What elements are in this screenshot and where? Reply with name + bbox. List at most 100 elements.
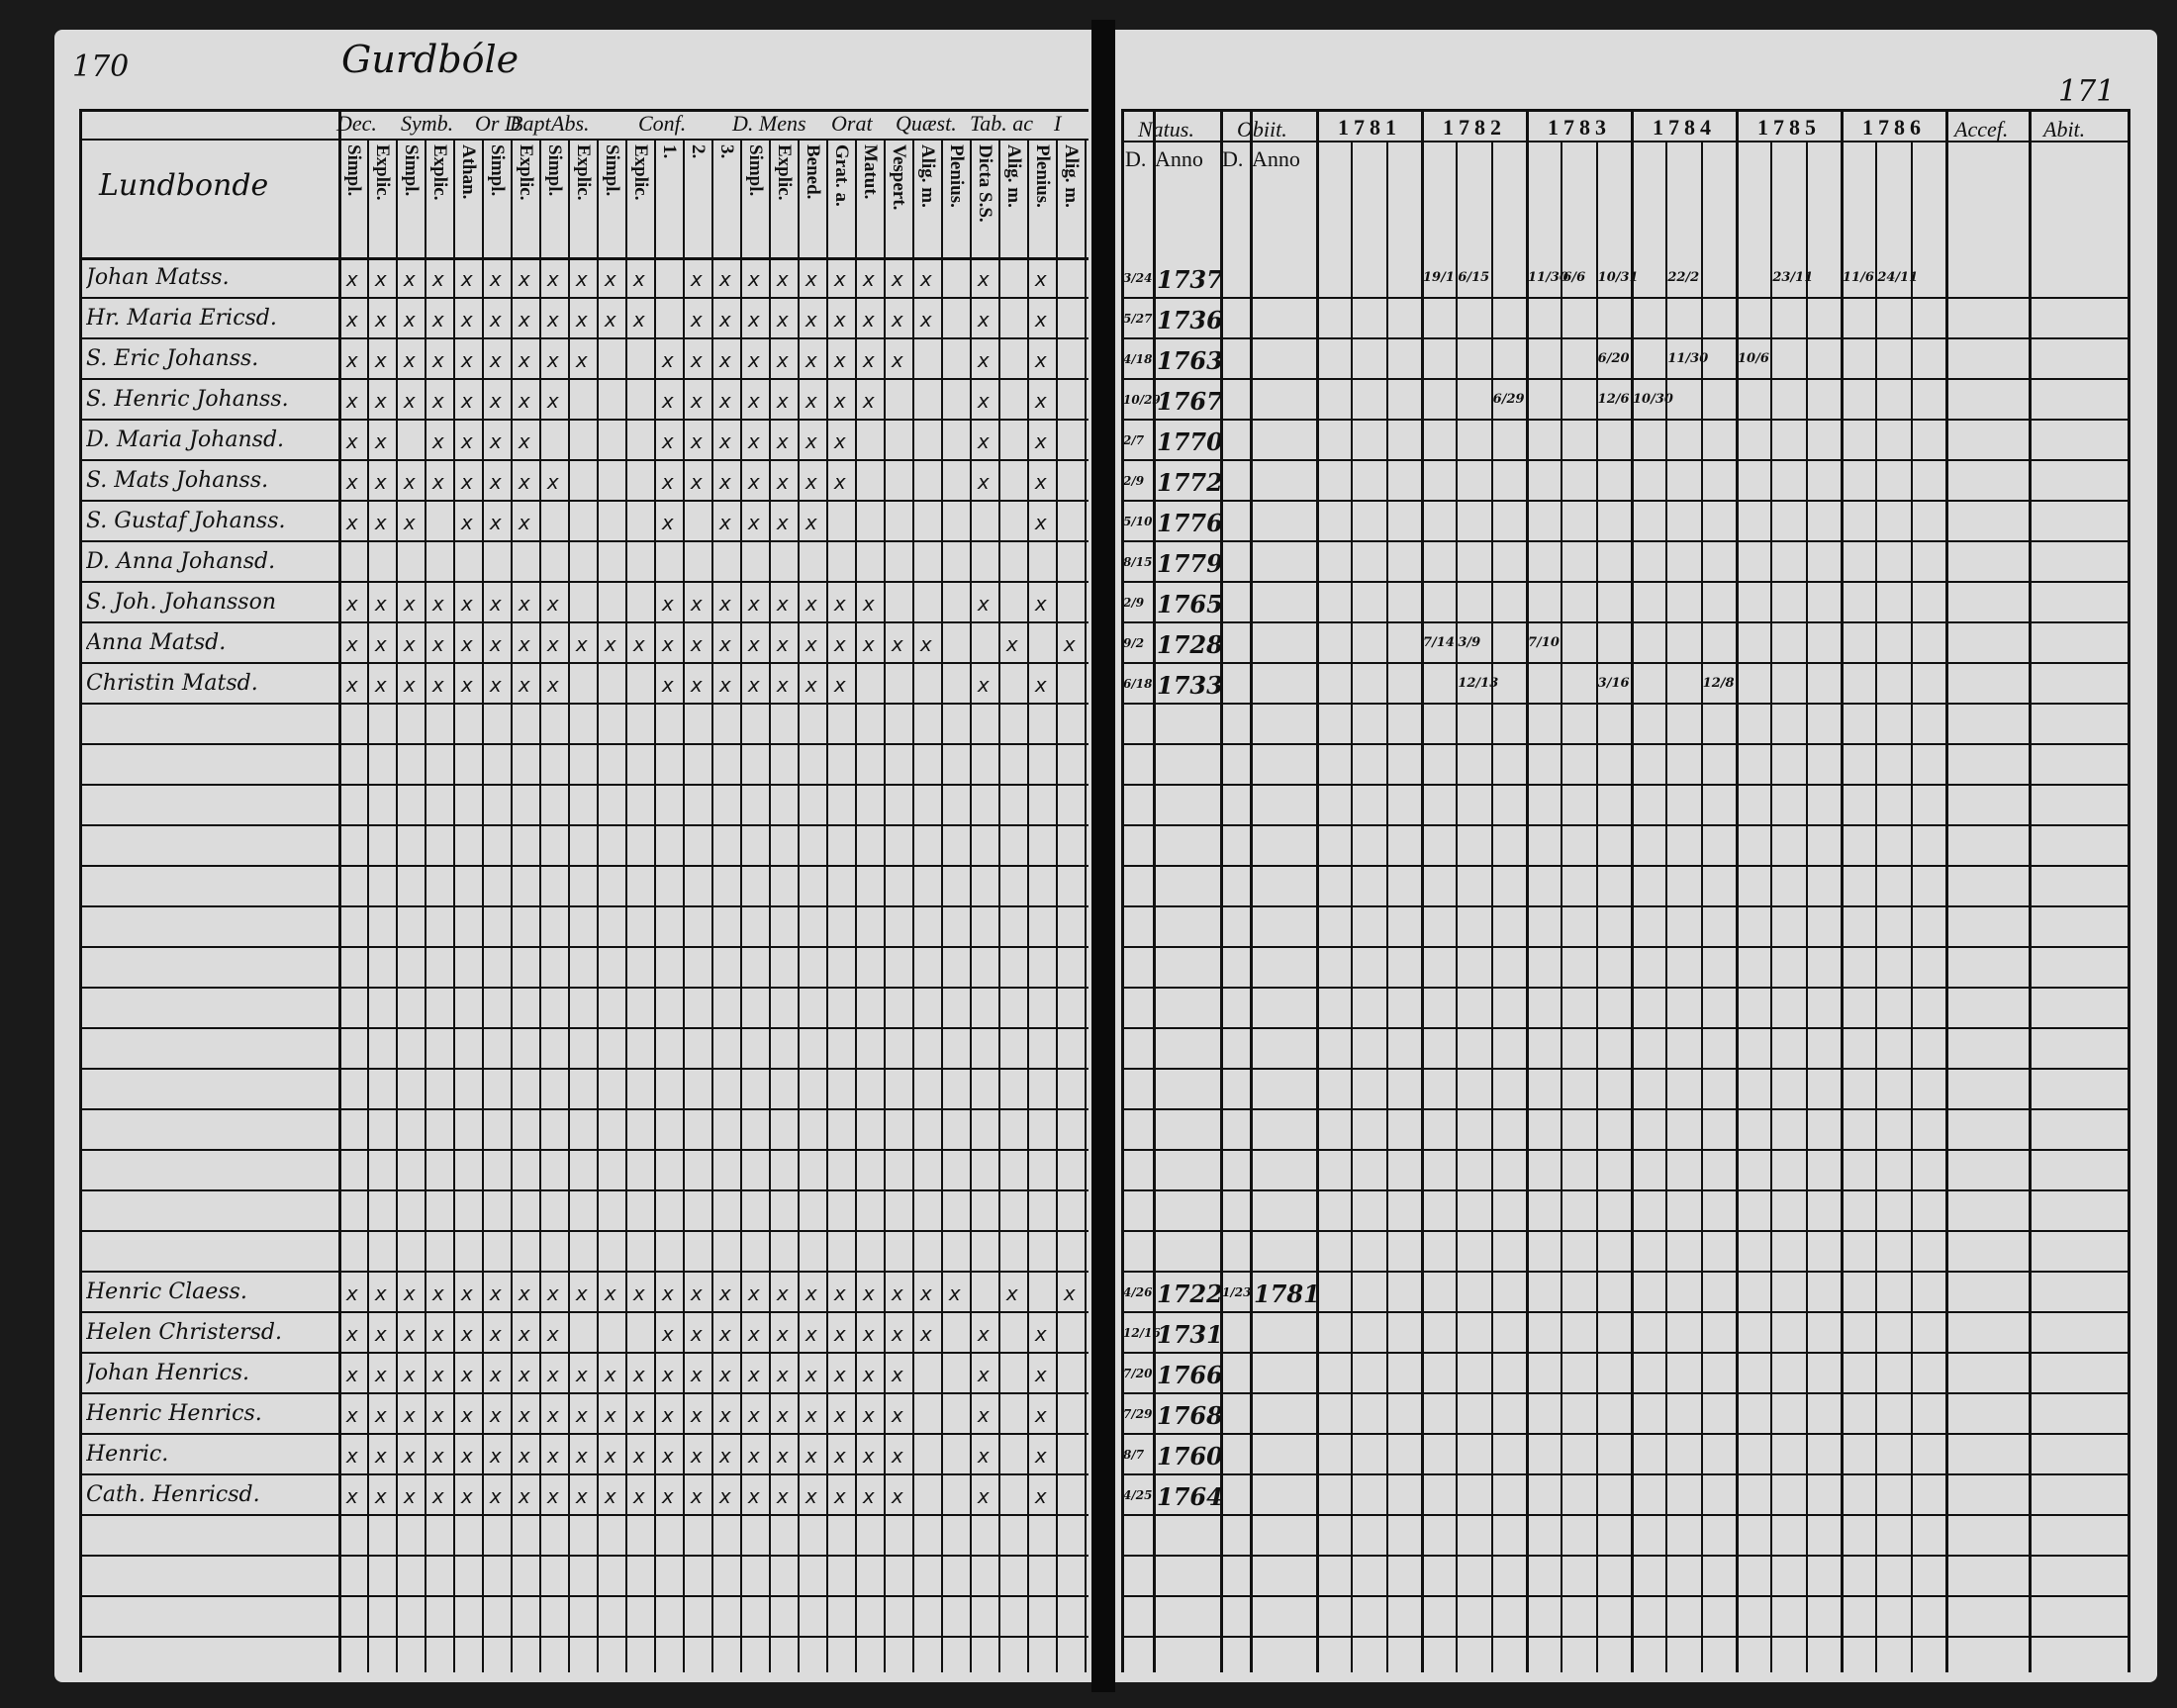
row-rule [1121,1555,2130,1557]
column-line [826,139,828,1672]
birth-year: 1722 [1157,1280,1223,1308]
subcolumn-header: Explic. [429,144,450,201]
row-rule [1121,459,2130,461]
row-rule [1121,419,2130,421]
row-rule [79,337,1088,339]
subheader-rule [79,257,1088,260]
subcolumn-header: Matut. [860,144,881,200]
column-line [482,139,484,1672]
row-rule [79,946,1088,948]
column-line [1316,109,1319,1672]
row-rule [1121,865,2130,867]
attendance-entry: 12/13 [1458,676,1499,691]
row-rule [79,1149,1088,1151]
catechism-marks: xxxxxxxx xxxxxxx x x [346,470,1065,494]
birth-day: 4/26 [1123,1285,1153,1299]
attendance-entry: 7/10 [1528,635,1560,650]
subcolumn-header: Explic. [573,144,594,201]
row-rule [1121,824,2130,826]
birth-year: 1764 [1157,1482,1223,1511]
row-rule [79,540,1088,542]
attendance-entry: 24/11 [1877,270,1919,285]
birth-year: 1767 [1157,387,1223,416]
birth-year: 1731 [1157,1320,1223,1349]
year-column-line [1631,109,1634,1672]
catechism-marks: xxxxxxxxxxxxxxxxxxxxx x x [346,632,1093,656]
birth-year: 1763 [1157,346,1223,375]
birth-day: 5/10 [1123,515,1153,528]
person-name: Henric. [86,1442,169,1467]
column-line [884,139,886,1672]
column-line [1121,109,1124,1672]
attendance-entry: 11/30 [1667,351,1709,366]
catechism-marks: xxxxxxxxxxxxxxxxxxxx x x [346,1403,1065,1427]
attendance-entry: 3/9 [1458,635,1481,650]
row-rule [79,662,1088,664]
row-rule [1121,784,2130,786]
attendance-entry: 12/6 [1597,392,1630,407]
catechism-marks: xxxxxxxx xxxxxxxx x x [346,592,1065,616]
subcolumn-header: Alig. m. [1061,144,1082,208]
catechism-marks: xxxxxxxx xxxxxxxxxx x x [346,1322,1065,1346]
subcolumn-header: Alig. m. [1003,144,1024,208]
row-rule [79,743,1088,745]
row-rule [79,459,1088,461]
birth-day: 10/29 [1123,393,1161,407]
subcolumn-header: Plenius. [946,144,967,208]
attendance-entry: 6/6 [1562,270,1586,285]
row-rule [1121,500,2130,502]
column-group-header: Tab. ac [970,111,1033,136]
person-name: Henric Claess. [86,1280,247,1304]
birth-year: 1728 [1157,630,1223,659]
birth-year: 1772 [1157,468,1223,497]
birth-day: 3/24 [1123,271,1153,285]
attendance-entry: 10/31 [1597,270,1639,285]
row-rule [1121,1108,2130,1110]
catechism-marks: xxxxxxxxx xxxxxxxxx x x [346,348,1065,372]
row-rule [79,1230,1088,1232]
column-group-header: I [1054,111,1062,136]
person-name: Henric Henrics. [86,1401,262,1426]
column-line [970,139,972,1672]
column-line [625,139,627,1672]
column-group-header: Orat [831,111,873,136]
column-line [453,139,455,1672]
column-line [769,139,771,1672]
birth-year: 1760 [1157,1442,1223,1471]
person-name: S. Joh. Johansson [86,590,277,615]
column-group-header: Abs. [551,111,590,136]
header-mid-rule [79,139,1088,141]
row-rule [79,865,1088,867]
page-number-right: 171 [2058,74,2116,109]
column-group-header: Conf. [638,111,687,136]
catechism-marks: xxxxxxxx xxxxxxx x x [346,673,1065,697]
row-rule [1121,1433,2130,1435]
catechism-marks: xxx xxx x xxxx x [346,511,1065,534]
column-group-header: D. Mens [732,111,806,136]
row-rule [1121,337,2130,339]
subcolumn-header: Grat. a. [831,144,852,207]
subcolumn-header: Simpl. [544,144,565,197]
row-rule [79,905,1088,907]
row-rule [79,1473,1088,1475]
person-name: S. Eric Johanss. [86,346,259,371]
right-page: 171 Natus. Obiit. D. Anno D. Anno Accef.… [1113,30,2157,1682]
row-rule [79,824,1088,826]
year-column-line [1736,109,1739,1672]
subcolumn-header: Simpl. [745,144,766,197]
row-rule [1121,1189,2130,1191]
birth-day: 9/2 [1123,636,1145,650]
subcolumn-header: Vespert. [889,144,909,211]
attendance-entry: 22/2 [1667,270,1700,285]
catechism-marks: xxxxxxxxxxxxxxxxxxxx x x [346,1444,1065,1468]
row-rule [1121,581,2130,583]
row-rule [1121,1392,2130,1394]
subcolumn-header: 2. [688,144,709,159]
row-rule [1121,378,2130,380]
catechism-marks: xxxxxxxxxxxxxxxxxxxx x x [346,1484,1065,1508]
year-header: 1781 [1338,115,1401,140]
obiit-header: Obiit. [1237,117,1287,142]
year-column-line [1945,109,1948,1672]
catechism-marks: xxxxxxxx xxxxxxxx x x [346,389,1065,413]
column-group-header: Bapt [510,111,551,136]
